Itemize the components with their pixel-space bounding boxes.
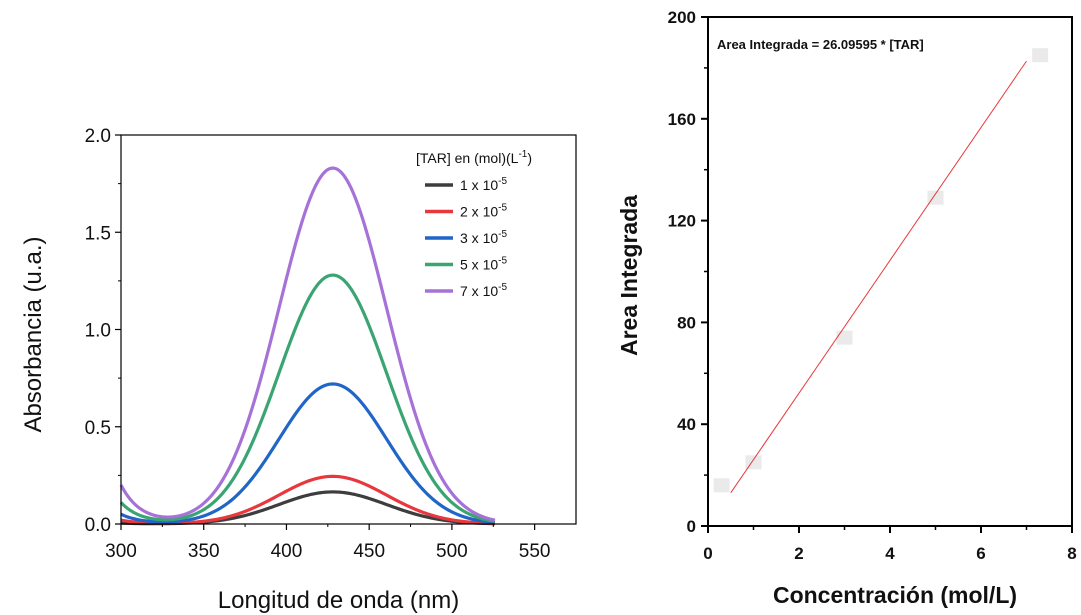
left-y-tick-label: 0.5 <box>85 418 111 439</box>
legend-items: 1 x 10-5 2 x 10-5 3 x 10-5 5 x 10-5 7 x 10-5 <box>425 176 507 299</box>
fit-equation-annotation: Area Integrada = 26.09595 * [TAR] <box>717 37 924 52</box>
scatter-point-1 <box>713 478 730 493</box>
legend-label-4: 5 x 10-5 <box>460 256 507 273</box>
spectrum-line-4 <box>119 273 496 523</box>
right-y-tick-label: 200 <box>668 8 696 27</box>
left-plot-frame <box>120 134 577 525</box>
right-y-axis-title: Area Integrada <box>616 195 642 356</box>
scatter-point-3 <box>836 330 853 345</box>
legend-title-sup: -1 <box>518 149 527 160</box>
spectrum-line-5 <box>119 166 496 522</box>
left-y-tick-label: 1.5 <box>85 223 111 244</box>
left-y-tick-label: 2.0 <box>85 126 111 147</box>
right-y-tick-label: 80 <box>677 313 696 332</box>
left-x-tick-label: 350 <box>188 541 220 562</box>
legend: [TAR] en (mol)(L-1) 1 x 10-5 2 x 10-5 3 x … <box>416 149 532 299</box>
legend-label-3: 3 x 10-5 <box>460 229 507 246</box>
right-y-tick-label: 120 <box>668 212 696 231</box>
legend-title-main: [TAR] en (mol)(L <box>416 150 519 166</box>
left-x-tick-label: 300 <box>105 541 137 562</box>
spectrum-line-2 <box>120 474 495 526</box>
left-y-tick-label: 0.0 <box>85 515 111 536</box>
left-x-tick-label: 550 <box>519 541 551 562</box>
scatter-point-5 <box>1032 48 1049 63</box>
left-x-tick-label: 400 <box>271 541 303 562</box>
absorbance-chart: 300 350 400 450 500 550 0.0 0.5 1.0 1.5 2.0 Longit… <box>20 126 577 614</box>
legend-title: [TAR] en (mol)(L-1) <box>416 149 532 166</box>
left-y-axis-title: Absorbancia (u.a.) <box>20 236 47 432</box>
right-plot-frame <box>707 16 1073 527</box>
left-axis-ticks: 300 350 400 450 500 550 0.0 0.5 1.0 1.5 2.0 <box>85 126 551 562</box>
right-x-tick-label: 0 <box>703 544 712 563</box>
left-x-tick-label: 500 <box>436 541 468 562</box>
left-x-tick-label: 450 <box>353 541 385 562</box>
right-x-axis-title: Concentración (mol/L) <box>773 582 1017 608</box>
right-x-tick-label: 6 <box>976 544 985 563</box>
right-x-tick-label: 8 <box>1067 544 1076 563</box>
right-y-tick-label: 160 <box>668 110 696 129</box>
spectrum-line-3 <box>120 382 496 525</box>
left-x-axis-title: Longitud de onda (nm) <box>218 587 460 614</box>
fit-line <box>730 60 1027 494</box>
legend-title-end: ) <box>527 150 532 166</box>
legend-label-2: 2 x 10-5 <box>460 203 507 220</box>
right-y-tick-label: 0 <box>687 517 696 536</box>
legend-label-5: 7 x 10-5 <box>460 282 507 299</box>
scatter-points <box>713 48 1049 493</box>
left-y-tick-label: 1.0 <box>85 321 111 342</box>
right-x-tick-label: 4 <box>885 544 895 563</box>
right-y-tick-label: 40 <box>677 415 696 434</box>
absorbance-curves <box>119 166 496 526</box>
scatter-point-4 <box>927 190 944 205</box>
legend-label-1: 1 x 10-5 <box>460 176 507 193</box>
right-x-tick-label: 2 <box>794 544 803 563</box>
